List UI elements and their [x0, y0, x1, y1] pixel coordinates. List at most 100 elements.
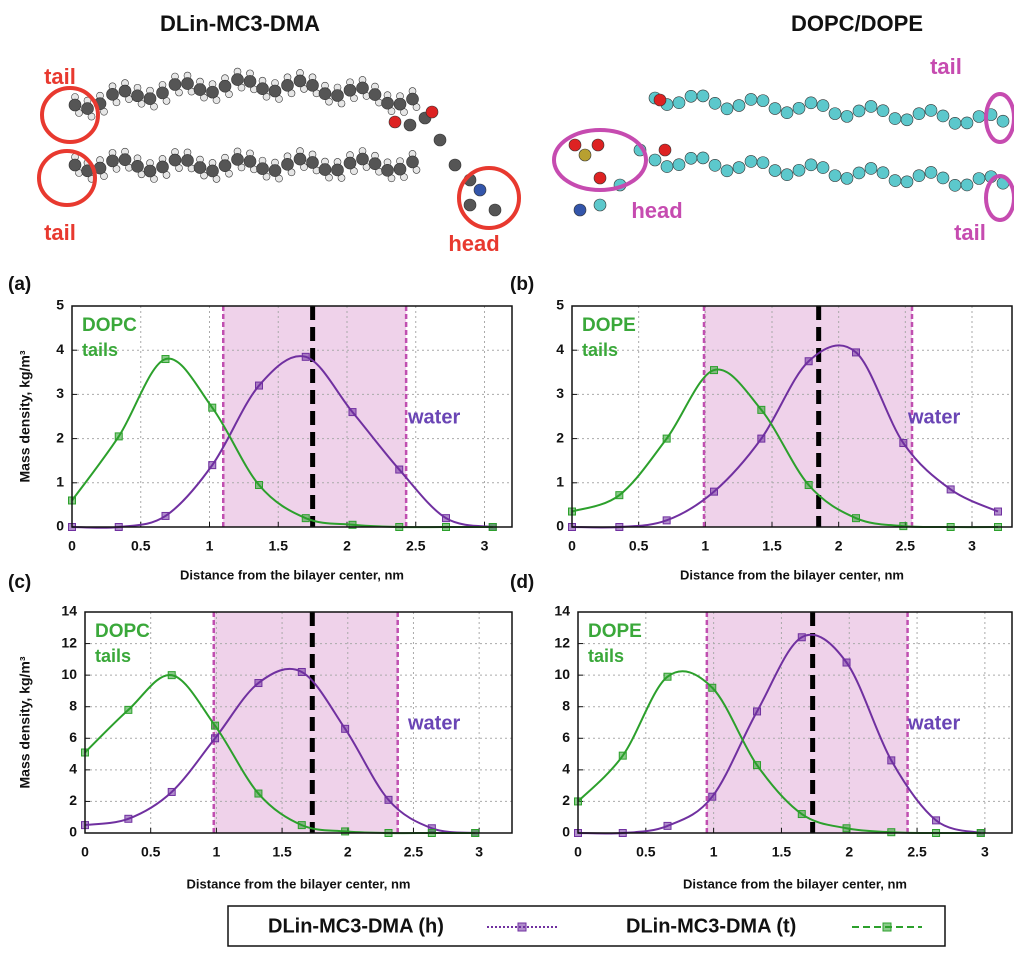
atom [368, 88, 382, 101]
data-point [842, 658, 851, 667]
atom [343, 156, 357, 170]
atom [268, 164, 282, 177]
atom [181, 154, 194, 167]
data-point [114, 432, 123, 441]
data-point [211, 721, 220, 730]
data-point [618, 751, 627, 760]
atom [381, 96, 394, 110]
data-point [161, 355, 170, 364]
x-tick-label: 1 [212, 844, 220, 860]
x-tick-label: 1.5 [762, 538, 782, 554]
atom [168, 78, 182, 91]
highlight-circle [40, 86, 100, 144]
series-line [577, 633, 982, 835]
data-point [341, 724, 350, 733]
annotation: tails [582, 340, 618, 360]
atom [68, 98, 82, 112]
atom [393, 97, 407, 111]
atom [708, 96, 722, 110]
atom [381, 164, 394, 177]
atom [780, 168, 794, 182]
atom [852, 104, 866, 118]
x-tick-label: 0 [568, 538, 576, 554]
atom [792, 101, 806, 115]
molecule-title: DLin-MC3-DMA [160, 11, 320, 36]
atom [206, 85, 219, 99]
y-tick-label: 12 [554, 634, 570, 650]
y-tick-label: 2 [69, 792, 77, 808]
data-point [708, 792, 717, 801]
data-point [297, 821, 306, 830]
data-point [663, 821, 672, 830]
atom [876, 104, 890, 117]
atom [864, 162, 878, 175]
atom [106, 154, 119, 168]
atom [318, 163, 332, 176]
data-point [255, 381, 263, 390]
molecule-label: tail [930, 54, 962, 79]
atom [473, 183, 487, 197]
atom [593, 171, 607, 185]
x-tick-label: 1 [710, 844, 718, 860]
atom [924, 104, 938, 117]
y-tick-label: 6 [562, 729, 570, 745]
atom [156, 86, 169, 100]
atom [318, 87, 332, 100]
legend-label: DLin-MC3-DMA (t) [626, 915, 796, 937]
legend-label: DLin-MC3-DMA (h) [268, 915, 444, 937]
atom [268, 84, 282, 98]
atom [852, 166, 866, 180]
y-tick-label: 6 [69, 729, 77, 745]
data-point [167, 787, 176, 796]
x-tick-label: 1.5 [772, 844, 792, 860]
data-point [852, 514, 860, 523]
atom [448, 158, 462, 172]
atom [118, 153, 132, 166]
atom [143, 164, 157, 178]
y-tick-label: 3 [556, 385, 564, 401]
atom [658, 143, 672, 157]
x-tick-label: 1 [701, 538, 709, 554]
molecule-label: tail [44, 64, 76, 89]
atom [948, 179, 962, 192]
atom [816, 99, 830, 112]
atom [131, 89, 144, 103]
atom [256, 162, 269, 175]
y-tick-label: 14 [554, 603, 570, 619]
x-tick-label: 3 [475, 844, 483, 860]
annotation: tails [588, 646, 624, 666]
annotation: water [907, 712, 960, 734]
series-line [71, 355, 493, 529]
y-tick-label: 2 [56, 429, 64, 445]
y-tick-label: 4 [556, 341, 564, 357]
data-point [663, 672, 672, 681]
atom [828, 169, 842, 182]
annotation: DOPE [588, 621, 642, 642]
x-tick-label: 3 [968, 538, 976, 554]
y-axis-label: Mass density, kg/m³ [17, 350, 33, 482]
atom [960, 116, 974, 130]
atom [672, 96, 686, 109]
annotation: water [407, 712, 460, 734]
atom [368, 157, 382, 171]
plot-frame [577, 611, 1013, 834]
data-point [211, 734, 220, 743]
data-point [255, 481, 263, 490]
data-point [946, 485, 955, 494]
y-tick-label: 0 [562, 824, 570, 840]
data-point [662, 434, 671, 443]
atom [293, 74, 307, 88]
atom [684, 89, 698, 103]
panel-label: (d) [510, 572, 534, 593]
x-tick-label: 2 [344, 844, 352, 860]
data-point [442, 514, 450, 523]
atom [756, 94, 770, 107]
x-tick-label: 0.5 [131, 538, 151, 554]
atom [756, 156, 770, 169]
y-tick-label: 10 [554, 666, 570, 682]
x-tick-label: 3 [481, 538, 489, 554]
atom [912, 169, 926, 182]
atom [744, 155, 758, 168]
y-tick-label: 4 [562, 761, 570, 777]
series-line [571, 344, 999, 529]
